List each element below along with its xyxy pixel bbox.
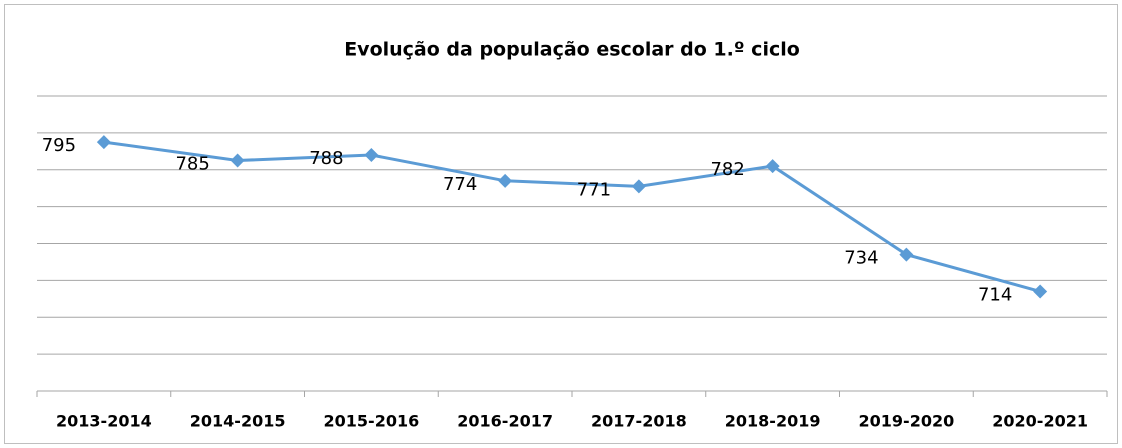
x-tick-label: 2020-2021 xyxy=(992,412,1088,431)
marker xyxy=(765,159,780,174)
marker xyxy=(230,153,245,168)
data-label: 774 xyxy=(443,174,477,195)
x-tick-label: 2013-2014 xyxy=(56,412,152,431)
line xyxy=(103,140,1041,293)
marker xyxy=(498,173,513,188)
data-label: 714 xyxy=(978,284,1012,305)
data-label: 782 xyxy=(710,159,744,180)
marker xyxy=(899,247,914,262)
data-label: 795 xyxy=(42,135,76,156)
x-tick-label: 2016-2017 xyxy=(457,412,553,431)
data-label: 788 xyxy=(309,148,343,169)
x-tick-label: 2019-2020 xyxy=(859,412,955,431)
data-label: 734 xyxy=(844,248,878,269)
x-tick-label: 2015-2016 xyxy=(324,412,420,431)
data-label: 771 xyxy=(577,179,611,200)
x-tick-label: 2017-2018 xyxy=(591,412,687,431)
chart-border xyxy=(4,4,1118,444)
marker xyxy=(96,135,111,150)
marker xyxy=(631,179,646,194)
marker xyxy=(1033,284,1048,299)
data-label: 785 xyxy=(175,154,209,175)
chart-title: Evolução da população escolar do 1.º cic… xyxy=(344,39,800,61)
x-tick-label: 2014-2015 xyxy=(190,412,286,431)
x-tick-label: 2018-2019 xyxy=(725,412,821,431)
marker xyxy=(364,148,379,162)
